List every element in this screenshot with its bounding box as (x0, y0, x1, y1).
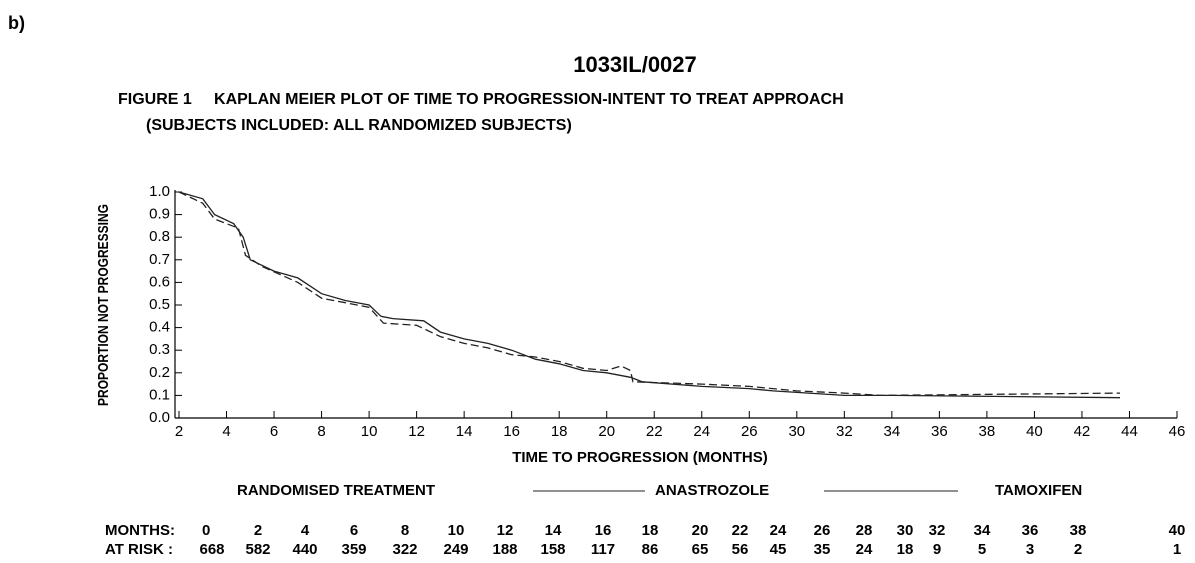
x-tick-label: 10 (361, 423, 378, 440)
x-tick-label: 2 (175, 423, 183, 440)
panel-label: b) (8, 13, 25, 33)
months-value: 40 (1169, 522, 1186, 539)
at-risk-value: 668 (199, 541, 224, 558)
figure-code: 1033IL/0027 (573, 52, 697, 77)
y-tick-label: 0.0 (149, 409, 170, 426)
at-risk-value: 117 (591, 541, 615, 558)
months-value: 34 (974, 522, 991, 539)
y-tick-label: 0.2 (149, 364, 170, 381)
at-risk-value: 65 (692, 541, 709, 558)
at-risk-value: 86 (642, 541, 659, 558)
at-risk-value: 5 (978, 541, 986, 558)
months-value: 22 (732, 522, 749, 539)
x-tick-label: 12 (408, 423, 425, 440)
months-value: 16 (595, 522, 612, 539)
at-risk-value: 249 (443, 541, 468, 558)
at-risk-value: 582 (245, 541, 270, 558)
legend-label: TAMOXIFEN (995, 482, 1082, 499)
figure-title: FIGURE 1 KAPLAN MEIER PLOT OF TIME TO PR… (118, 91, 844, 108)
months-value: 8 (401, 522, 409, 539)
at-risk-value: 45 (770, 541, 787, 558)
at-risk-value: 359 (341, 541, 366, 558)
months-value: 6 (350, 522, 358, 539)
months-value: 30 (897, 522, 914, 539)
x-tick-label: 42 (1074, 423, 1091, 440)
months-value: 0 (202, 522, 210, 539)
x-tick-label: 4 (222, 423, 230, 440)
x-axis-label: TIME TO PROGRESSION (MONTHS) (512, 449, 768, 466)
x-tick-label: 30 (788, 423, 805, 440)
x-tick-label: 16 (503, 423, 520, 440)
survival-curve (178, 191, 1121, 399)
at-risk-value: 2 (1074, 541, 1082, 558)
y-tick-label: 0.5 (149, 296, 170, 313)
months-value: 18 (642, 522, 659, 539)
y-axis-label: PROPORTION NOT PROGRESSING (95, 204, 112, 406)
months-value: 12 (497, 522, 514, 539)
y-tick-label: 0.1 (149, 386, 170, 403)
at-risk-value: 9 (933, 541, 941, 558)
x-tick-label: 40 (1026, 423, 1043, 440)
x-tick-label: 38 (979, 423, 996, 440)
months-value: 24 (770, 522, 787, 539)
at-risk-value: 188 (492, 541, 517, 558)
y-tick-label: 1.0 (149, 183, 170, 200)
x-tick-label: 46 (1169, 423, 1186, 440)
y-tick-label: 0.7 (149, 251, 170, 268)
x-tick-label: 36 (931, 423, 948, 440)
figure-subtitle: (SUBJECTS INCLUDED: ALL RANDOMIZED SUBJE… (146, 117, 572, 134)
months-value: 4 (301, 522, 310, 539)
at-risk-value: 18 (897, 541, 914, 558)
at-risk-value: 35 (814, 541, 831, 558)
y-tick-label: 0.8 (149, 228, 170, 245)
x-tick-label: 26 (741, 423, 758, 440)
at-risk-value: 24 (856, 541, 873, 558)
months-value: 26 (814, 522, 831, 539)
y-tick-label: 0.3 (149, 341, 170, 358)
x-tick-label: 18 (551, 423, 568, 440)
x-tick-label: 24 (693, 423, 710, 440)
at-risk-value: 56 (732, 541, 749, 558)
x-tick-label: 20 (598, 423, 615, 440)
y-tick-label: 0.9 (149, 206, 170, 223)
months-value: 38 (1070, 522, 1087, 539)
x-tick-label: 6 (270, 423, 278, 440)
at-risk-value: 1 (1173, 541, 1181, 558)
y-tick-label: 0.6 (149, 273, 170, 290)
months-value: 28 (856, 522, 873, 539)
at-risk-value: 322 (392, 541, 417, 558)
x-tick-label: 8 (317, 423, 325, 440)
months-value: 36 (1022, 522, 1039, 539)
months-value: 20 (692, 522, 709, 539)
x-tick-label: 22 (646, 423, 663, 440)
legend-label: ANASTROZOLE (655, 482, 769, 499)
y-tick-label: 0.4 (149, 319, 170, 336)
months-value: 14 (545, 522, 562, 539)
x-tick-label: 14 (456, 423, 473, 440)
legend-title: RANDOMISED TREATMENT (237, 482, 435, 499)
at-risk-label: AT RISK : (105, 541, 173, 558)
x-tick-label: 44 (1121, 423, 1138, 440)
x-tick-label: 34 (884, 423, 901, 440)
survival-curve (178, 191, 1121, 397)
months-label: MONTHS: (105, 522, 175, 539)
at-risk-value: 3 (1026, 541, 1034, 558)
months-value: 10 (448, 522, 465, 539)
months-value: 2 (254, 522, 262, 539)
x-tick-label: 32 (836, 423, 853, 440)
months-value: 32 (929, 522, 946, 539)
at-risk-value: 440 (292, 541, 317, 558)
at-risk-value: 158 (540, 541, 565, 558)
